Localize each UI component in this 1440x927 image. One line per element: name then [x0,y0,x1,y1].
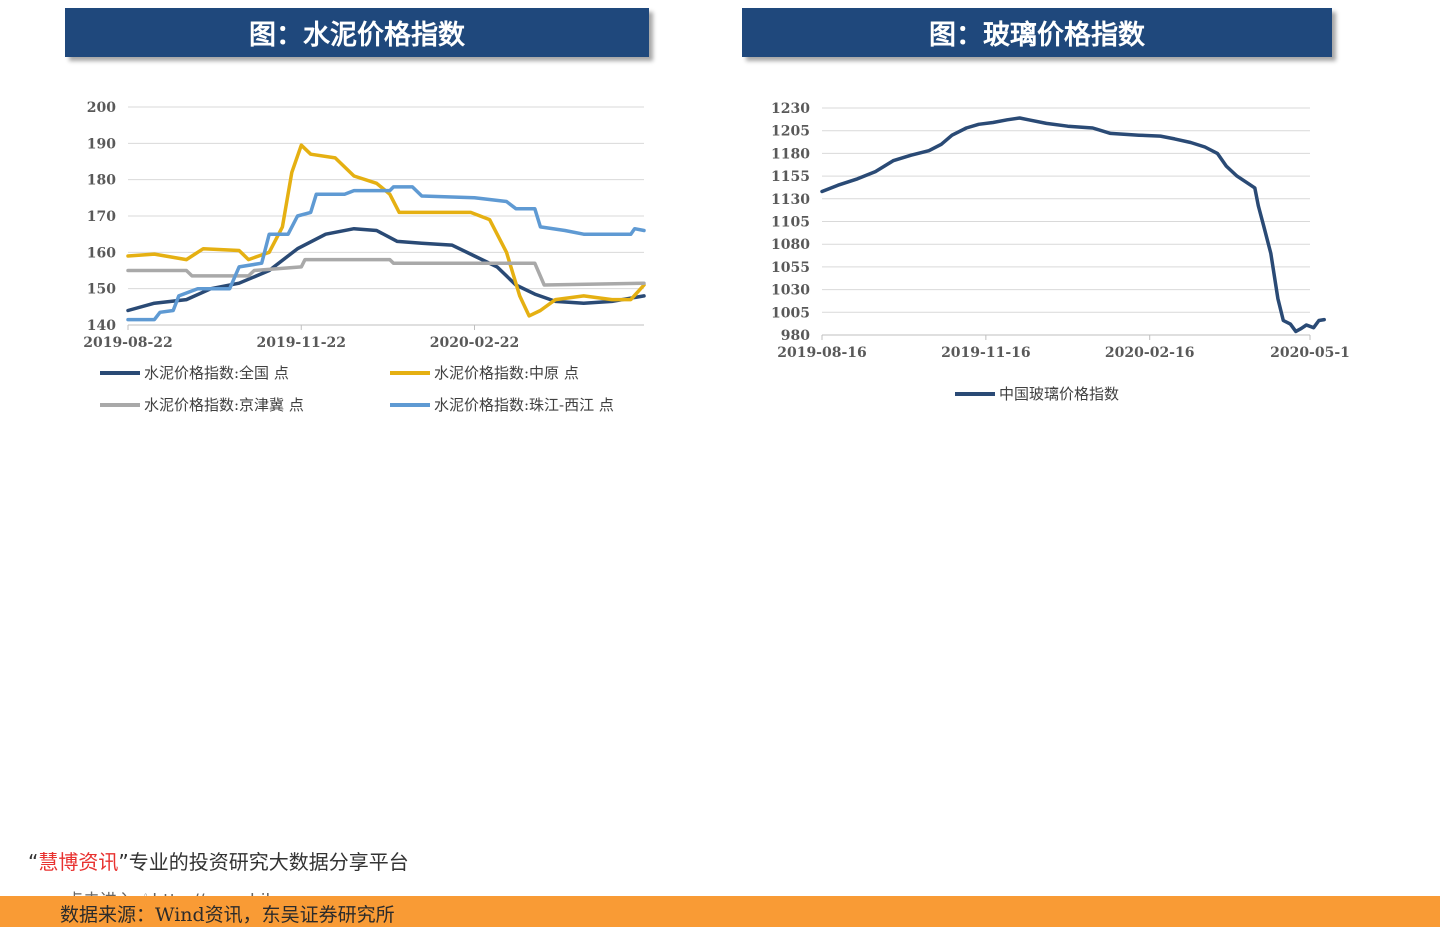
cement-x-tick-label: 2019-11-22 [256,335,346,351]
glass-legend-label-0: 中国玻璃价格指数 [999,385,1119,403]
glass-y-tick-label: 1205 [771,124,810,140]
cement-y-tick-label: 200 [87,100,116,116]
cement-chart-title: 图：水泥价格指数 [65,8,649,57]
glass-y-tick-label: 1005 [771,305,810,321]
cement-price-chart: 140 150 160 170 180 190 200 2019-08-22 2019-11-2… [83,100,646,414]
cement-y-tick-label: 160 [87,245,116,261]
cement-legend-label-0: 水泥价格指数:全国 点 [144,364,289,382]
data-source-note: 数据来源：Wind资讯，东吴证券研究所 [60,904,395,926]
cement-series-line-3 [126,185,646,322]
glass-y-tick-label: 1130 [771,192,810,208]
glass-x-tick-label: 2020-02-16 [1105,345,1195,361]
hibor-brand-line: “慧博资讯”专业的投资研究大数据分享平台 [28,846,409,875]
brand-open-quote: “ [28,850,39,874]
cement-series-line-1 [126,143,646,318]
cement-legend-label-3: 水泥价格指数:珠江-西江 点 [434,396,614,414]
cement-y-tick-label: 150 [87,282,116,298]
cement-y-tick-label: 170 [87,209,116,225]
cement-legend-label-2: 水泥价格指数:京津冀 点 [144,396,304,414]
footer-bar [0,896,1440,927]
glass-y-tick-label: 1080 [771,237,810,253]
brand-close-quote: ” [118,850,129,874]
cement-series-line-2 [126,257,646,287]
cement-series-line-0 [126,226,646,313]
glass-y-tick-label: 980 [781,328,810,344]
cement-x-tick-label: 2019-08-22 [83,335,173,351]
cement-legend-label-1: 水泥价格指数:中原 点 [434,364,579,382]
glass-x-tick-label: 2019-11-16 [941,345,1031,361]
cement-x-tick-label: 2020-02-22 [430,335,520,351]
glass-x-tick-label: 2020-05-1 [1270,345,1350,361]
glass-y-tick-label: 1230 [771,101,810,117]
glass-x-tick-label: 2019-08-16 [777,345,867,361]
glass-y-tick-label: 1105 [771,215,810,231]
glass-series-line-0 [820,116,1326,334]
glass-y-tick-label: 1180 [771,146,810,162]
brand-name: 慧博资讯 [38,850,119,874]
brand-tagline: 专业的投资研究大数据分享平台 [128,850,409,874]
glass-y-tick-label: 1055 [771,260,810,276]
cement-y-tick-label: 140 [87,318,116,334]
glass-chart-title: 图：玻璃价格指数 [742,8,1332,57]
cement-y-tick-label: 190 [87,136,116,152]
glass-y-tick-label: 1155 [771,169,810,185]
glass-y-tick-label: 1030 [771,283,810,299]
glass-price-chart: 980 1005 1030 1055 1080 1105 1130 1155 1180 1205 1… [771,101,1350,403]
cement-y-tick-label: 180 [87,173,116,189]
